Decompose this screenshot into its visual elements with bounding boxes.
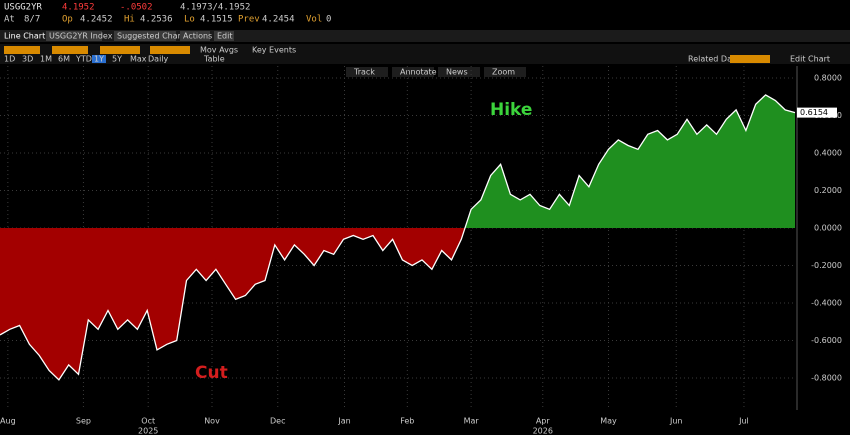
toolbar [0,30,850,42]
range-box[interactable] [100,46,140,54]
vol: 0 [326,15,331,25]
period-button[interactable]: 1M [40,55,52,64]
actions-button[interactable] [180,31,210,41]
x-tick-label: Feb [400,417,414,426]
high-label: Hi [124,15,135,25]
low-label: Lo [184,15,195,25]
period-button[interactable]: 1D [4,55,15,64]
open: 4.2452 [80,15,113,25]
y-tick-label: -0.4000 [811,299,842,308]
period-button[interactable]: 6M [58,55,70,64]
tool-button[interactable] [392,67,434,77]
x-tick-label: Dec [270,417,285,426]
period-button[interactable]: Daily [148,55,169,64]
table[interactable]: Table [203,55,225,64]
period-selected[interactable] [92,55,106,63]
prev: 4.2454 [262,15,295,25]
range-box[interactable] [4,46,40,54]
year-label: 2026 [533,427,553,435]
last-price: 4.1952 [62,3,95,13]
period-button[interactable]: 3D [22,55,33,64]
actions[interactable]: Actions [183,32,212,41]
date-label: At [4,15,15,25]
last-value-box [797,107,837,118]
related-data[interactable]: Related Data [688,55,740,64]
date: 8/7 [24,15,40,25]
key-events[interactable]: Key Events [252,46,296,55]
period-button[interactable]: YTD [75,55,92,64]
tool-button[interactable] [346,67,388,77]
y-tick-label: 0.2000 [814,186,842,195]
tool-label[interactable]: Zoom [492,68,515,77]
y-tick-label: -0.6000 [811,336,842,345]
line [0,94,796,381]
y-tick-label: 0.4000 [814,149,842,158]
x-tick-label: Mar [464,417,480,426]
low: 4.1515 [200,15,233,25]
edit[interactable]: Edit [217,32,233,41]
tool-label[interactable]: Annotate [400,68,437,77]
x-tick-label: Nov [204,417,220,426]
tool-button[interactable] [438,67,480,77]
period-button[interactable]: 1Y [94,55,104,64]
vol-label: Vol [306,15,322,25]
security-button[interactable] [46,31,102,41]
tool-button[interactable] [484,67,526,77]
period-button[interactable]: 5Y [112,55,122,64]
x-tick-label: Jul [738,417,749,426]
ticker: USGG2YR [4,3,43,13]
x-tick-label: May [600,417,617,426]
area-positive [0,94,795,228]
price-change: -.0502 [120,3,153,13]
y-tick-label: -0.2000 [811,261,842,270]
range-box[interactable] [52,46,88,54]
year-label: 2025 [138,427,158,435]
bid-ask: 4.1973/4.1952 [180,3,250,13]
toolbar-2 [0,44,850,64]
period-button[interactable]: Max [130,55,147,64]
x-tick-label: Apr [536,417,551,426]
chart-type: Line Chart [4,32,45,41]
open-label: Op [62,15,73,25]
range-box[interactable] [150,46,190,54]
mov-avgs[interactable]: Mov Avgs [200,46,238,55]
x-tick-label: Oct [141,417,155,426]
cut-annotation: Cut [195,363,228,383]
high: 4.2536 [140,15,173,25]
tool-label[interactable]: News [446,68,468,77]
x-tick-label: Jan [337,417,350,426]
last-value-label: 0.6154 [800,108,828,117]
edit-chart[interactable]: Edit Chart [790,55,830,64]
related-box[interactable] [730,55,770,63]
x-tick-label: Aug [0,417,16,426]
y-tick-label: 0.0000 [814,224,842,233]
suggested-charts[interactable]: Suggested Charts [117,32,188,41]
y-tick-label: 0.8000 [814,74,842,83]
y-tick-label: -0.8000 [811,374,842,383]
suggested-button[interactable] [114,31,176,41]
area-negative [0,228,795,380]
x-tick-label: Sep [76,417,91,426]
hike-annotation: Hike [490,100,532,120]
x-tick-label: Jun [669,417,683,426]
prev-label: Prev [238,15,260,25]
security[interactable]: USGG2YR Index [49,32,113,41]
tool-label[interactable]: Track [353,68,375,77]
edit-button[interactable] [214,31,234,41]
